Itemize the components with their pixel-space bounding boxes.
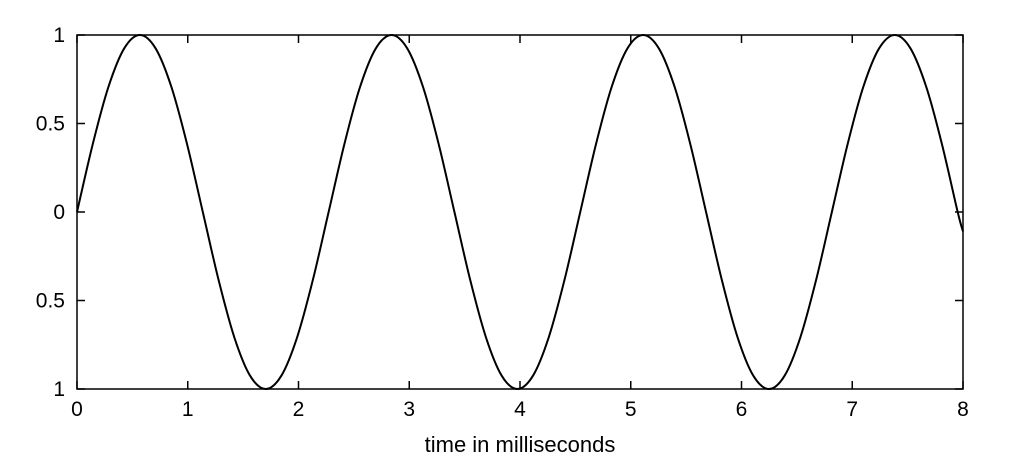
plot-area-frame — [76, 34, 964, 390]
x-axis-label: time in milliseconds — [425, 432, 616, 457]
sine-wave-line — [76, 33, 964, 391]
y-tick-label: 1 — [53, 24, 65, 47]
x-tick-label: 0 — [71, 398, 83, 421]
y-tick-label: 0.5 — [36, 290, 65, 313]
x-tick-label: 4 — [514, 398, 526, 421]
x-tick-label: 2 — [293, 398, 305, 421]
y-tick-label: 0 — [53, 201, 65, 224]
x-tick-label: 1 — [182, 398, 194, 421]
y-tick-label: 1 — [53, 378, 65, 401]
y-tick-label: 0.5 — [36, 113, 65, 136]
x-axis-tick-labels: 0 1 2 3 4 5 6 7 8 — [71, 398, 969, 421]
x-tick-label: 5 — [625, 398, 637, 421]
x-tick-label: 8 — [957, 398, 969, 421]
x-tick-label: 7 — [846, 398, 858, 421]
y-axis-tick-labels: 1 0.5 0 0.5 1 — [36, 24, 65, 401]
x-tick-label: 3 — [403, 398, 415, 421]
x-tick-label: 6 — [736, 398, 748, 421]
axis-ticks — [76, 34, 964, 390]
